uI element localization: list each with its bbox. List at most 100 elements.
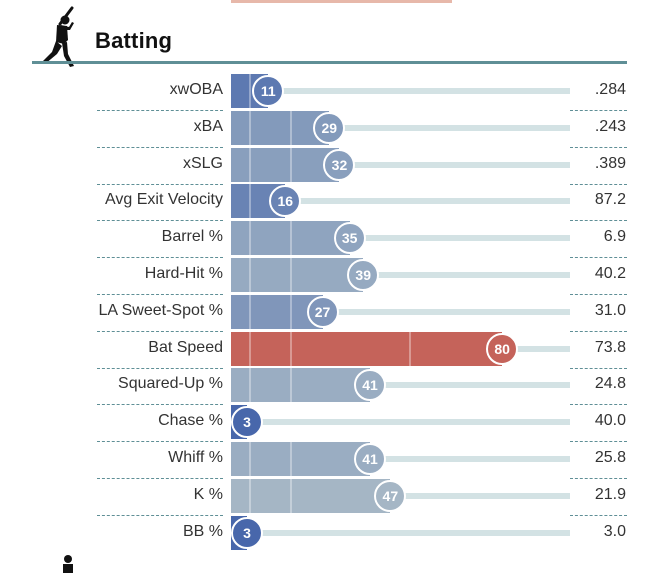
separator-right: [570, 256, 627, 258]
percentile-bar: [231, 442, 370, 476]
metric-label: Hard-Hit %: [144, 265, 223, 282]
percentile-badge: 3: [231, 517, 263, 549]
percentile-bar: [231, 258, 364, 292]
bar-tick: [290, 111, 292, 145]
percentile-track: [231, 162, 570, 168]
metric-label: K %: [193, 486, 223, 503]
separator-left: [97, 477, 223, 479]
metric-label: xBA: [193, 118, 223, 135]
bar-tick: [290, 442, 292, 476]
metric-row: xBA 29 .243: [0, 111, 650, 145]
bar-tick: [249, 332, 251, 366]
percentile-track: [231, 125, 570, 131]
separator-right: [570, 183, 627, 185]
percentile-badge: 47: [374, 480, 407, 512]
separator-right: [570, 403, 627, 405]
bar-tick: [409, 332, 411, 366]
separator-left: [97, 403, 223, 405]
separator-left: [97, 219, 223, 221]
bar-tick: [290, 258, 292, 292]
percentile-badge: 16: [269, 185, 302, 217]
separator-left: [97, 293, 223, 295]
percentile-track: [231, 88, 570, 94]
separator-right: [570, 477, 627, 479]
percentile-bar: [231, 148, 340, 182]
percentile-track: [231, 456, 570, 462]
metric-row: BB % 3 3.0: [0, 516, 650, 550]
metric-value: 24.8: [594, 375, 626, 392]
metric-value: 6.9: [603, 228, 626, 245]
percentile-bar: [231, 368, 370, 402]
metric-value: 21.9: [594, 486, 626, 503]
metric-row: K % 47 21.9: [0, 479, 650, 513]
bar-tick: [290, 368, 292, 402]
metric-label: Avg Exit Velocity: [105, 191, 223, 208]
percentile-badge: 35: [333, 222, 366, 254]
bar-tick: [290, 332, 292, 366]
header-rule: [32, 61, 627, 64]
metric-row: Avg Exit Velocity 16 87.2: [0, 184, 650, 218]
metric-value: 3.0: [603, 523, 626, 540]
separator-right: [570, 293, 627, 295]
metric-value: 31.0: [594, 302, 626, 319]
percentile-bar: [231, 111, 330, 145]
metric-value: 73.8: [594, 339, 626, 356]
previous-section-bar: [231, 0, 452, 3]
bar-tick: [290, 479, 292, 513]
bar-tick: [249, 74, 251, 108]
metric-row: Chase % 3 40.0: [0, 405, 650, 439]
metric-label: Squared-Up %: [118, 375, 223, 392]
percentile-badge: 41: [353, 443, 386, 475]
percentile-badge: 80: [486, 333, 519, 365]
batter-icon: [42, 6, 74, 67]
metric-label: Bat Speed: [148, 339, 223, 356]
bar-tick: [249, 295, 251, 329]
separator-right: [570, 440, 627, 442]
percentile-badge: 27: [306, 296, 339, 328]
metric-value: 40.0: [594, 412, 626, 429]
percentile-badge: 41: [353, 369, 386, 401]
metric-label: xwOBA: [169, 81, 223, 98]
separator-right: [570, 219, 627, 221]
section-header: Batting: [0, 0, 650, 68]
metric-value: .284: [594, 81, 626, 98]
percentile-track: [231, 419, 570, 425]
separator-right: [570, 146, 627, 148]
percentile-bar: [231, 479, 391, 513]
percentile-badge: 29: [313, 112, 346, 144]
percentile-badge: 11: [252, 75, 285, 107]
next-section-icon: [63, 555, 73, 573]
metric-value: .389: [594, 155, 626, 172]
metric-row: Whiff % 41 25.8: [0, 442, 650, 476]
bar-tick: [249, 442, 251, 476]
percentile-track: [231, 382, 570, 388]
metric-row: Hard-Hit % 39 40.2: [0, 258, 650, 292]
bar-tick: [249, 258, 251, 292]
metric-label: xSLG: [182, 155, 223, 172]
percentile-bar: [231, 221, 350, 255]
section-title: Batting: [95, 28, 173, 53]
metric-row: xwOBA 11 .284: [0, 74, 650, 108]
bar-tick: [249, 221, 251, 255]
bar-tick: [249, 184, 251, 218]
bar-tick: [249, 111, 251, 145]
bar-tick: [249, 479, 251, 513]
metric-value: 87.2: [594, 191, 626, 208]
bar-tick: [290, 221, 292, 255]
percentile-badge: 39: [347, 259, 380, 291]
separator-left: [97, 330, 223, 332]
metric-label: Whiff %: [168, 449, 223, 466]
metric-row: Bat Speed 80 73.8: [0, 332, 650, 366]
percentile-track: [231, 272, 570, 278]
separator-left: [97, 440, 223, 442]
separator-right: [570, 109, 627, 111]
metric-row: Squared-Up % 41 24.8: [0, 368, 650, 402]
separator-left: [97, 109, 223, 111]
separator-left: [97, 514, 223, 516]
percentile-badge: 32: [323, 149, 356, 181]
bar-tick: [249, 148, 251, 182]
separator-right: [570, 330, 627, 332]
percentile-bar: [231, 332, 503, 366]
metric-label: LA Sweet-Spot %: [98, 302, 223, 319]
metric-label: Chase %: [158, 412, 223, 429]
